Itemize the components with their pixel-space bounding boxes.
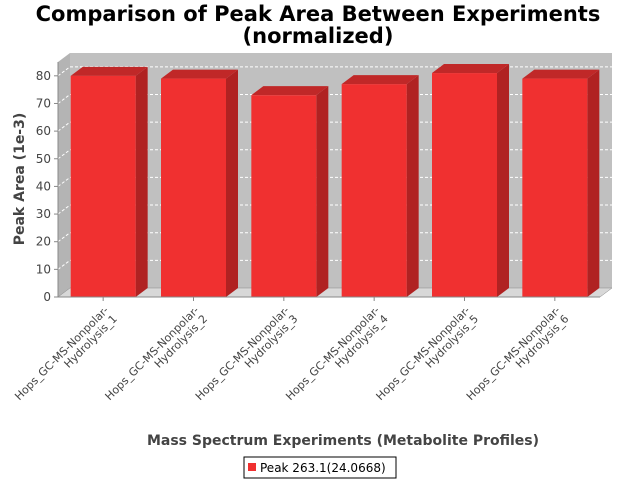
bar-side bbox=[497, 64, 509, 297]
gridline-wall bbox=[57, 232, 71, 243]
legend-swatch bbox=[248, 463, 256, 471]
x-tick-label-line: Hops_GC-MS-Nonpolar- bbox=[12, 304, 111, 403]
bar bbox=[432, 73, 497, 297]
y-axis-label: Peak Area (1e-3) bbox=[12, 113, 28, 246]
y-tick-label: 0 bbox=[43, 290, 51, 304]
gridline-wall bbox=[57, 121, 71, 132]
bar-side bbox=[587, 69, 600, 298]
y-tick-label: 20 bbox=[36, 235, 51, 249]
x-axis-label: Mass Spectrum Experiments (Metabolite Pr… bbox=[147, 433, 539, 449]
gridlines bbox=[57, 66, 612, 270]
bars bbox=[70, 64, 600, 298]
x-tick-label-line: Hops_GC-MS-Nonpolar- bbox=[374, 304, 473, 403]
bar-top bbox=[70, 66, 148, 76]
x-tick-label: Hops_GC-MS-Nonpolar-Hydrolysis_6 bbox=[464, 304, 572, 412]
y-tick-label: 30 bbox=[36, 207, 51, 221]
y-tick-label: 10 bbox=[36, 262, 51, 276]
gridline-wall bbox=[57, 66, 71, 77]
bar bbox=[341, 84, 407, 297]
plot-left-wall bbox=[58, 53, 70, 297]
gridline-wall bbox=[57, 177, 71, 187]
bar-top bbox=[432, 64, 509, 74]
chart-title-line1: Comparison of Peak Area Between Experime… bbox=[36, 2, 601, 26]
gridline-wall bbox=[57, 259, 71, 270]
x-tick-label-line: Hops_GC-MS-Nonpolar- bbox=[193, 304, 292, 403]
gridline-wall bbox=[57, 149, 71, 160]
legend-label: Peak 263.1(24.0668) bbox=[260, 461, 386, 475]
bar-side bbox=[316, 86, 329, 297]
x-tick-label-line: Hops_GC-MS-Nonpolar- bbox=[283, 304, 382, 403]
gridline-wall bbox=[57, 94, 71, 104]
y-tick-label: 50 bbox=[36, 152, 51, 166]
chart-title-line2: (normalized) bbox=[243, 24, 394, 48]
bar-top bbox=[341, 75, 419, 85]
x-tick-label-line: Hops_GC-MS-Nonpolar- bbox=[103, 304, 202, 403]
legend: Peak 263.1(24.0668) bbox=[243, 456, 397, 479]
y-axis: 0 10 20 30 40 50 60 70 80 bbox=[36, 62, 59, 304]
y-tick-label: 80 bbox=[36, 69, 51, 83]
y-tick-label: 40 bbox=[36, 179, 51, 193]
legend-box bbox=[243, 456, 397, 479]
bar-top bbox=[522, 69, 600, 79]
bar-top bbox=[161, 69, 238, 79]
bar bbox=[161, 78, 226, 298]
y-tick-label: 70 bbox=[36, 96, 51, 110]
bar bbox=[522, 78, 588, 298]
bar bbox=[70, 75, 136, 297]
y-tick-label: 60 bbox=[36, 124, 51, 138]
x-axis: Hops_GC-MS-Nonpolar-Hydrolysis_1Hops_GC-… bbox=[12, 296, 600, 412]
bar-side bbox=[135, 66, 148, 297]
bar-top bbox=[251, 86, 329, 96]
gridline-wall bbox=[57, 204, 71, 215]
x-tick-label-line: Hops_GC-MS-Nonpolar- bbox=[464, 304, 563, 403]
bar-side bbox=[226, 69, 238, 298]
bar-side bbox=[406, 75, 419, 297]
bar bbox=[251, 95, 317, 297]
